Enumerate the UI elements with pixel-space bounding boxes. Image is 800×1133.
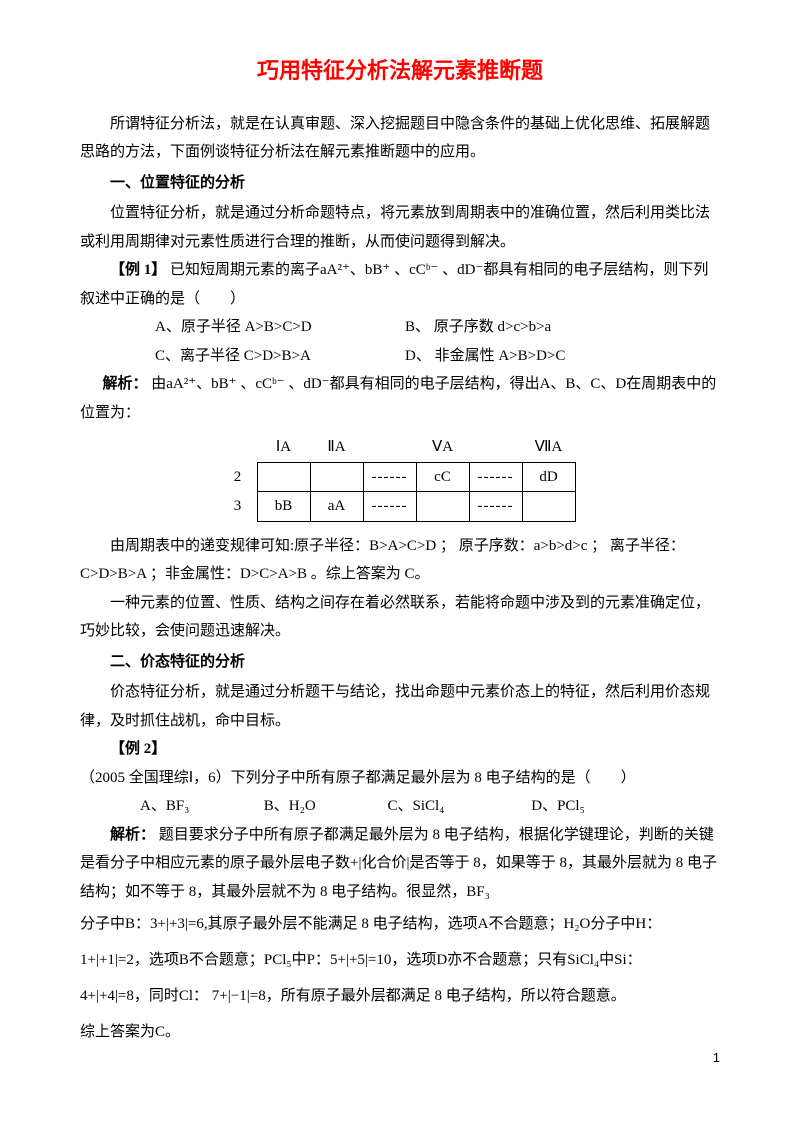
option2-a: A、BF₃	[110, 792, 230, 821]
option-b: B、 原子序数 d>c>b>a	[405, 313, 551, 342]
analysis1-p2: 由周期表中的递变规律可知:原子半径：B>A>C>D ； 原子序数：a>b>d>c…	[80, 532, 720, 589]
document-page: 巧用特征分析法解元素推断题 所谓特征分析法，就是在认真审题、深入挖掘题目中隐含条…	[0, 0, 800, 1080]
cell-3-1: bB	[257, 492, 310, 522]
example1: 【例 1】 已知短周期元素的离子aA²⁺、bB⁺ 、cCᵇ⁻ 、dD⁻都具有相同…	[80, 256, 720, 313]
page-number: 1	[713, 1046, 720, 1071]
example2-label: 【例 2】	[110, 741, 166, 757]
analysis1-label: 解析：	[103, 376, 148, 392]
option-c: C、离子半径 C>D>B>A	[155, 342, 405, 371]
analysis1-p1: 由aA²⁺、bB⁺ 、cCᵇ⁻ 、dD⁻都具有相同的电子层结构，得出A、B、C、…	[80, 376, 716, 421]
period-3: 3	[225, 492, 258, 522]
cell-2-6: dD	[522, 462, 575, 492]
cell-2-5: ------	[469, 462, 522, 492]
section2-paragraph: 价态特征分析，就是通过分析题干与结论，找出命题中元素价态上的特征，然后利用价态规…	[80, 678, 720, 735]
option-d: D、 非金属性 A>B>D>C	[405, 342, 565, 371]
intro-paragraph: 所谓特征分析法，就是在认真审题、深入挖掘题目中隐含条件的基础上优化思维、拓展解题…	[80, 110, 720, 167]
example1-options: A、原子半径 A>B>C>D B、 原子序数 d>c>b>a C、离子半径 C>…	[155, 313, 720, 370]
group-1a: ⅠA	[257, 433, 310, 462]
section2-heading: 二、价态特征的分析	[80, 648, 720, 677]
option-a: A、原子半径 A>B>C>D	[155, 313, 405, 342]
analysis2-body2: 分子中B：3+|+3|=6,其原子最外层不能满足 8 电子结构，选项A不合题意；…	[80, 906, 720, 942]
section1-paragraph: 位置特征分析，就是通过分析命题特点，将元素放到周期表中的准确位置，然后利用类比法…	[80, 199, 720, 256]
document-title: 巧用特征分析法解元素推断题	[80, 50, 720, 92]
example2-options: A、BF₃ B、H₂O C、SiCl₄ D、PCl₅	[80, 792, 720, 821]
cell-2-2	[310, 462, 363, 492]
analysis2-body5: 综上答案为C。	[80, 1014, 720, 1050]
analysis2-label: 解析：	[110, 827, 155, 843]
cell-3-3: ------	[363, 492, 416, 522]
section1-heading: 一、位置特征的分析	[80, 169, 720, 198]
period-2: 2	[225, 462, 258, 492]
group-7a: ⅦA	[522, 433, 575, 462]
example1-label: 【例 1】	[110, 262, 166, 278]
option2-c: C、SiCl₄	[358, 792, 498, 821]
analysis1: 解析： 由aA²⁺、bB⁺ 、cCᵇ⁻ 、dD⁻都具有相同的电子层结构，得出A、…	[80, 370, 720, 427]
example1-body: 已知短周期元素的离子aA²⁺、bB⁺ 、cCᵇ⁻ 、dD⁻都具有相同的电子层结构…	[80, 262, 708, 307]
cell-3-4	[416, 492, 469, 522]
group-gap1	[363, 433, 416, 462]
section1-summary: 一种元素的位置、性质、结构之间存在着必然联系，若能将命题中涉及到的元素准确定位，…	[80, 589, 720, 646]
group-5a: ⅤA	[416, 433, 469, 462]
cell-2-4: cC	[416, 462, 469, 492]
cell-3-2: aA	[310, 492, 363, 522]
example2: 【例 2】 （2005 全国理综Ⅰ，6）下列分子中所有原子都满足最外层为 8 电…	[80, 735, 720, 792]
group-gap2	[469, 433, 522, 462]
cell-3-5: ------	[469, 492, 522, 522]
analysis2-body3: 1+|+1|=2，选项B不合题意；PCl₅中P：5+|+5|=10，选项D亦不合…	[80, 942, 720, 978]
example2-body: （2005 全国理综Ⅰ，6）下列分子中所有原子都满足最外层为 8 电子结构的是（…	[80, 770, 636, 786]
option2-d: D、PCl₅	[501, 792, 585, 821]
analysis2-body1: 题目要求分子中所有原子都满足最外层为 8 电子结构，根据化学键理论，判断的关键是…	[80, 827, 717, 900]
group-2a: ⅡA	[310, 433, 363, 462]
analysis2-body4: 4+|+4|=8，同时Cl： 7+|−1|=8，所有原子最外层都满足 8 电子结…	[80, 978, 720, 1014]
option2-b: B、H₂O	[234, 792, 354, 821]
cell-2-1	[257, 462, 310, 492]
analysis2-p1: 解析： 题目要求分子中所有原子都满足最外层为 8 电子结构，根据化学键理论，判断…	[80, 821, 720, 907]
cell-2-3: ------	[363, 462, 416, 492]
periodic-table-fragment: ⅠA ⅡA ⅤA ⅦA 2 ------ cC ------ dD 3 bB a…	[80, 433, 720, 522]
cell-3-6	[522, 492, 575, 522]
